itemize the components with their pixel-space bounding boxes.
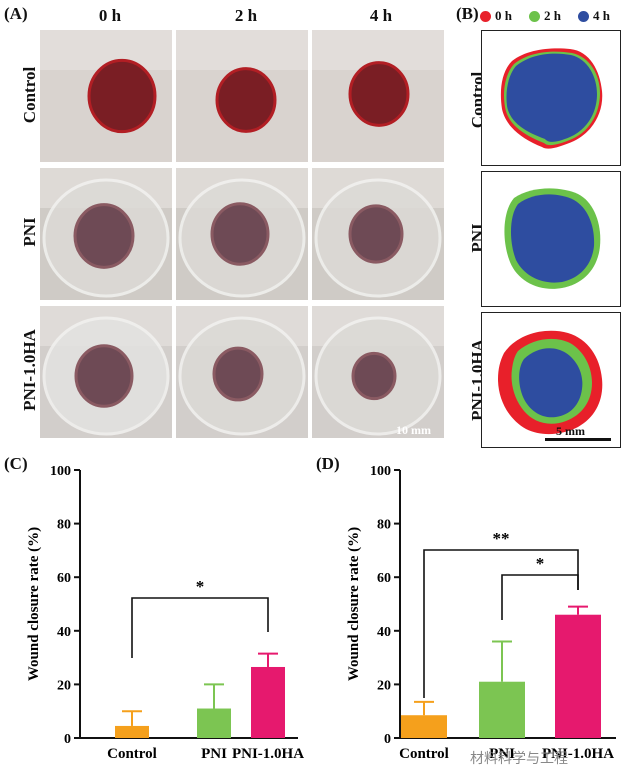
wound-outline-pni-ha [498,330,603,435]
y-tick-label: 0 [64,732,71,747]
y-axis-title: Wound closure rate (%) [26,527,42,681]
wound-photo-pni-ha-2h [176,306,308,438]
outline-frame-pni-ha [481,312,621,448]
wound-outline-pni [504,188,601,289]
significance-label: * [536,554,545,573]
panel-c-label: (C) [4,454,28,473]
scale-bar-a [394,438,450,441]
category-label: Control [399,746,449,762]
panel-d-label: (D) [316,454,340,473]
y-axis-title: Wound closure rate (%) [346,527,362,681]
outline-frame-pni [481,171,621,307]
y-tick-label: 80 [377,518,391,533]
scale-bar-b [545,438,611,441]
wound-photo-pni-ha-4h [312,306,444,438]
bar-pni-1-0ha [251,666,285,738]
legend-4h-label: 4 h [593,8,610,23]
scale-bar-b-label: 5 mm [556,424,585,438]
category-label: PNI [201,746,227,762]
legend-0h: 0 h [480,8,512,24]
watermark: 材料科学与工程 [470,751,568,767]
bar-pni-1-0ha [555,614,601,738]
y-tick-label: 80 [57,518,71,533]
significance-bracket [423,549,579,698]
category-label: PNI-1.0HA [542,746,614,762]
wound-photo-control-2h [176,30,308,162]
wound-photo-pni-0h [40,168,172,300]
chart-c: 0 20 40 60 80 100 Wound closure rate (%) Contro… [26,464,304,762]
outline-frame-control [481,30,621,166]
legend-0h-label: 0 h [495,8,512,23]
legend-dot-red [480,10,491,22]
significance-bracket [501,574,579,620]
significance-label: * [196,577,205,596]
wound-photo-pni-4h [312,168,444,300]
category-label: Control [107,746,157,762]
y-tick-label: 40 [377,625,391,640]
row-label-pni-ha: PNI-1.0HA [20,329,39,411]
row-label-pni: PNI [20,217,39,247]
y-tick-label: 0 [384,732,391,747]
col-header-2h: 2 h [234,6,258,25]
y-tick-label: 100 [370,464,391,479]
y-tick-label: 40 [57,625,71,640]
col-header-0h: 0 h [98,6,122,25]
y-tick-label: 60 [377,571,391,586]
bar-control [401,715,447,738]
wound-photo-control-0h [40,30,172,162]
legend-dot-blue [578,10,589,22]
legend-4h: 4 h [578,8,610,24]
significance-bracket [131,597,269,658]
y-tick-label: 100 [50,464,71,479]
row-label-control: Control [20,66,39,124]
bar-pni [197,708,231,738]
legend-2h: 2 h [529,8,561,24]
category-label: PNI [489,746,515,762]
wound-outline-control [500,48,603,149]
col-header-4h: 4 h [369,6,393,25]
legend-2h-label: 2 h [544,8,561,23]
wound-photo-pni-ha-0h [40,306,172,438]
wound-photo-pni-2h [176,168,308,300]
bar-control [115,725,149,738]
category-label: PNI-1.0HA [232,746,304,762]
panel-a-label: (A) [4,4,28,23]
panel-b-label: (B) [456,4,479,23]
y-tick-label: 60 [57,571,71,586]
legend-dot-green [529,10,540,22]
wound-photo-control-4h [312,30,444,162]
y-tick-label: 20 [377,678,391,693]
y-tick-label: 20 [57,678,71,693]
scale-bar-a-label: 10 mm [396,423,431,437]
significance-label: ** [493,529,510,548]
bar-pni [479,681,525,738]
chart-d: 0 20 40 60 80 100 Wound closure rate (%) Contro… [346,464,616,762]
